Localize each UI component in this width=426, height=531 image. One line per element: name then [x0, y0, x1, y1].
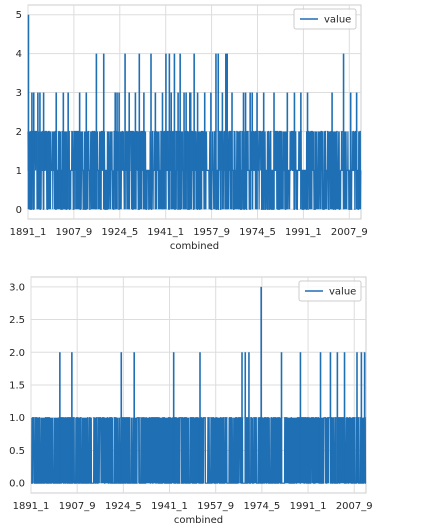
- legend: value: [299, 281, 361, 301]
- y-tick-label: 2.5: [9, 315, 25, 326]
- x-tick-label: 1974_5: [243, 501, 280, 512]
- x-tick-label: 1941_1: [151, 501, 188, 512]
- x-tick-label: 1957_9: [193, 227, 230, 238]
- x-tick-label: 1991_1: [290, 501, 327, 512]
- legend-label: value: [324, 15, 351, 26]
- y-tick-label: 5: [16, 10, 22, 21]
- y-tick-label: 3: [16, 88, 22, 99]
- x-tick-label: 1924_5: [105, 501, 142, 512]
- y-tick-label: 1.0: [9, 413, 25, 424]
- x-tick-label: 1991_1: [285, 227, 322, 238]
- y-tick-label: 2: [16, 127, 22, 138]
- y-tick-label: 0.5: [9, 446, 25, 457]
- x-tick-label: 1891_1: [13, 501, 50, 512]
- x-tick-label: 2007_9: [336, 501, 373, 512]
- legend: value: [294, 9, 356, 29]
- x-axis-label: combined: [174, 515, 223, 526]
- chart-panel-2: 0.0 0.5 1.0 1.5 2.0 2.5 3.0 1891_1 1907_9 1924_5 1…: [9, 277, 373, 526]
- x-axis-label: combined: [170, 241, 219, 252]
- chart-panel-1: 0 1 2 3 4 5 1891_1 1907_9 1924_5 1941_1 1957_9 1974…: [10, 5, 368, 252]
- x-tick-label: 1974_5: [239, 227, 276, 238]
- x-tick-label: 1907_9: [59, 501, 96, 512]
- y-tick-label: 2.0: [9, 348, 25, 359]
- x-tick-label: 1941_1: [147, 227, 184, 238]
- x-tick-label: 1957_9: [197, 501, 234, 512]
- y-tick-label: 1: [16, 166, 22, 177]
- x-tick-label: 1907_9: [55, 227, 92, 238]
- x-tick-label: 1891_1: [10, 227, 47, 238]
- series-line-value: [31, 418, 366, 484]
- y-tick-label: 4: [16, 49, 22, 60]
- y-tick-label: 1.5: [9, 381, 25, 392]
- y-tick-label: 3.0: [9, 282, 25, 293]
- y-tick-label: 0.0: [9, 479, 25, 490]
- x-tick-label: 1924_5: [101, 227, 138, 238]
- y-tick-label: 0: [16, 205, 22, 216]
- legend-label: value: [329, 287, 356, 298]
- x-tick-label: 2007_9: [331, 227, 368, 238]
